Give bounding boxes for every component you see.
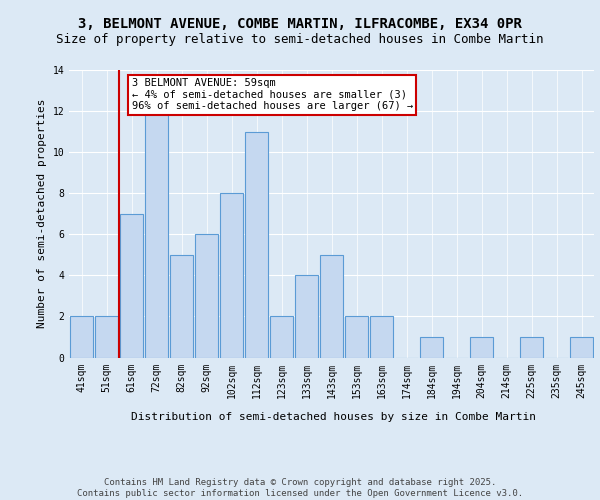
Bar xyxy=(470,337,493,357)
Text: 3, BELMONT AVENUE, COMBE MARTIN, ILFRACOMBE, EX34 0PR: 3, BELMONT AVENUE, COMBE MARTIN, ILFRACO… xyxy=(78,18,522,32)
Bar xyxy=(345,316,368,358)
Bar xyxy=(520,337,543,357)
Bar xyxy=(295,276,318,357)
Text: 3 BELMONT AVENUE: 59sqm
← 4% of semi-detached houses are smaller (3)
96% of semi: 3 BELMONT AVENUE: 59sqm ← 4% of semi-det… xyxy=(131,78,413,112)
Text: Distribution of semi-detached houses by size in Combe Martin: Distribution of semi-detached houses by … xyxy=(131,412,536,422)
Bar xyxy=(270,316,293,358)
Bar xyxy=(95,316,118,358)
Bar xyxy=(220,193,243,358)
Text: Contains HM Land Registry data © Crown copyright and database right 2025.
Contai: Contains HM Land Registry data © Crown c… xyxy=(77,478,523,498)
Bar xyxy=(420,337,443,357)
Bar xyxy=(170,255,193,358)
Bar xyxy=(370,316,393,358)
Bar xyxy=(245,132,268,358)
Text: Size of property relative to semi-detached houses in Combe Martin: Size of property relative to semi-detach… xyxy=(56,32,544,46)
Bar xyxy=(70,316,93,358)
Bar xyxy=(120,214,143,358)
Bar xyxy=(320,255,343,358)
Bar xyxy=(145,111,168,358)
Bar xyxy=(570,337,593,357)
Bar xyxy=(195,234,218,358)
Y-axis label: Number of semi-detached properties: Number of semi-detached properties xyxy=(37,99,47,328)
